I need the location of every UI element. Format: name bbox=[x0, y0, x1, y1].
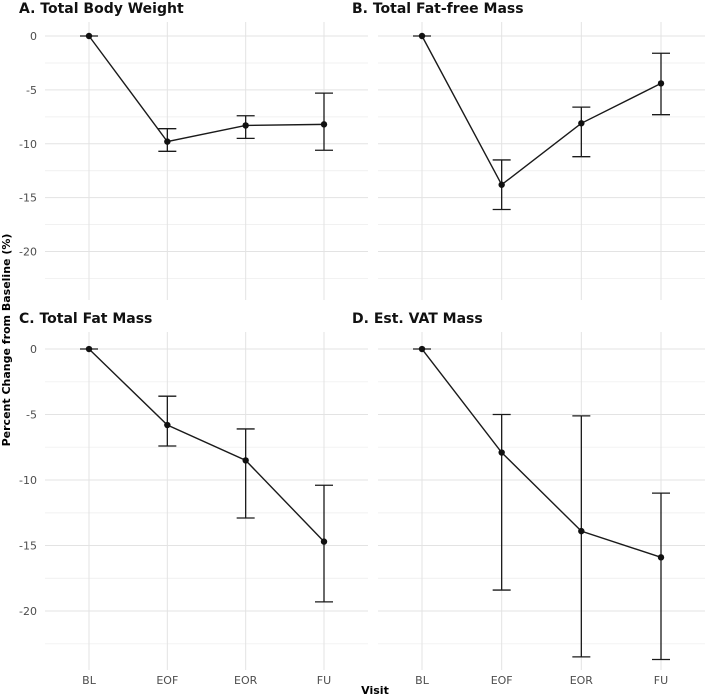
data-point-eor bbox=[242, 457, 249, 464]
error-bar-eor bbox=[572, 106, 591, 158]
y-tick-label: 0 bbox=[30, 343, 37, 356]
data-point-eof bbox=[498, 449, 505, 456]
panel-1: 0 -5 -10 -15 -20 A. Total Body Weight bbox=[19, 1, 368, 300]
y-tick-label: -5 bbox=[26, 409, 37, 422]
x-tick-label-fu: FU bbox=[317, 674, 331, 687]
data-point-fu bbox=[657, 554, 665, 561]
error-bar-fu bbox=[652, 492, 670, 661]
panel-title: D. Est. VAT Mass bbox=[352, 311, 483, 327]
error-bar-eor bbox=[572, 415, 591, 658]
error-bar-eof bbox=[492, 413, 511, 591]
error-bar-eof bbox=[158, 395, 177, 447]
x-tick-label-eof: EOF bbox=[491, 674, 513, 687]
series-line bbox=[88, 35, 325, 143]
y-tick-label: -15 bbox=[19, 540, 37, 553]
y-tick-label: -10 bbox=[19, 474, 37, 487]
x-tick-label-eof: EOF bbox=[156, 674, 178, 687]
data-point-eof bbox=[164, 421, 171, 429]
y-tick-label: -20 bbox=[19, 246, 37, 259]
data-point-fu bbox=[320, 538, 328, 545]
panel-3: 0 -5 -10 -15 -20 BL EOF EOR FU C. Total Fat Mass bbox=[19, 311, 368, 687]
y-tick-label: -10 bbox=[19, 138, 37, 151]
x-tick-label-bl: BL bbox=[415, 674, 430, 687]
y-tick-label: -20 bbox=[19, 605, 37, 618]
y-tick-label: 0 bbox=[30, 30, 37, 43]
x-tick-label-eor: EOR bbox=[570, 674, 594, 687]
x-tick-label-fu: FU bbox=[654, 674, 668, 687]
panel-2: B. Total Fat-free Mass bbox=[352, 1, 705, 300]
x-axis-title: Visit bbox=[361, 684, 389, 697]
series-line bbox=[88, 348, 325, 543]
data-point-eor bbox=[578, 527, 585, 535]
y-tick-label: -5 bbox=[26, 84, 37, 97]
data-point-eof bbox=[164, 138, 171, 145]
data-point-eof bbox=[498, 181, 505, 188]
panel-title: A. Total Body Weight bbox=[19, 1, 184, 17]
panel-4: BL EOF EOR FU D. Est. VAT Mass bbox=[352, 311, 705, 687]
series-line bbox=[421, 35, 662, 186]
panel-title: C. Total Fat Mass bbox=[19, 311, 152, 327]
data-point-eor bbox=[242, 122, 249, 129]
panels-layer: 0 -5 -10 -15 -20 A. Total Body Weight B. Total… bbox=[19, 1, 705, 687]
data-point-bl bbox=[85, 345, 93, 353]
y-axis-title: Percent Change from Baseline (%) bbox=[0, 234, 13, 447]
data-point-bl bbox=[418, 345, 426, 353]
y-tick-label: -15 bbox=[19, 192, 37, 205]
data-point-fu bbox=[320, 121, 328, 128]
data-point-bl bbox=[85, 32, 93, 40]
x-tick-label-bl: BL bbox=[82, 674, 97, 687]
data-point-bl bbox=[418, 32, 426, 40]
data-point-eor bbox=[578, 120, 585, 127]
error-bar-eor bbox=[236, 428, 255, 519]
data-point-fu bbox=[657, 80, 665, 87]
series-line bbox=[421, 348, 662, 558]
panel-title: B. Total Fat-free Mass bbox=[352, 1, 524, 17]
x-tick-label-eor: EOR bbox=[234, 674, 258, 687]
